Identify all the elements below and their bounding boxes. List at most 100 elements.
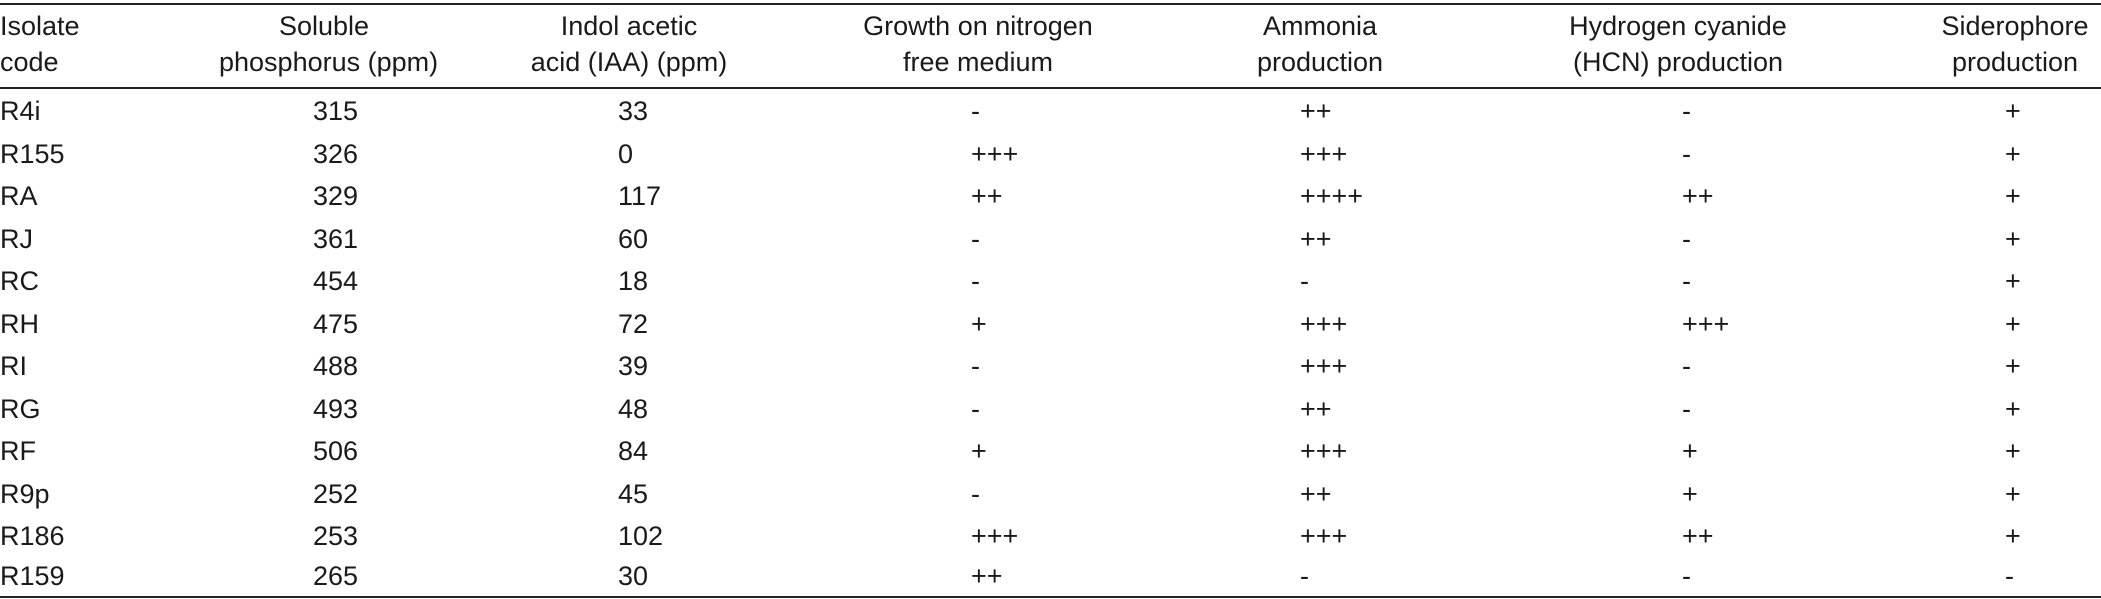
cell-isolate-code: RI [0, 351, 27, 381]
cell-soluble-phosphorus: 475 [313, 308, 359, 339]
cell-hcn-production: - [1682, 351, 1691, 381]
table-row: R155 326 0 +++ +++ - + [0, 133, 2101, 175]
cell-soluble-phosphorus: 329 [313, 181, 359, 211]
cell-ammonia-production: ++++ [1300, 181, 1364, 211]
cell-iaa: 117 [618, 181, 662, 211]
cell-iaa: 0 [618, 138, 634, 169]
table-row: RH 475 72 + +++ +++ + [0, 303, 2101, 345]
cell-hcn-production: - [1682, 393, 1691, 424]
table-row: RI 488 39 - +++ - + [0, 345, 2101, 387]
cell-hcn-production: + [1682, 436, 1698, 466]
cell-hcn-production: - [1682, 138, 1691, 169]
cell-iaa: 84 [618, 436, 649, 466]
cell-iaa: 33 [618, 96, 649, 126]
table-row: RA 329 117 ++ ++++ ++ + [0, 175, 2101, 217]
cell-growth-nitrogen-free: ++ [971, 561, 1003, 591]
cell-isolate-code: RC [0, 266, 39, 296]
cell-isolate-code: RJ [0, 223, 33, 254]
cell-growth-nitrogen-free: - [971, 223, 980, 254]
cell-isolate-code: RH [0, 308, 39, 339]
cell-siderophore-production: + [2005, 521, 2021, 551]
cell-hcn-production: +++ [1682, 308, 1730, 339]
cell-ammonia-production: ++ [1300, 96, 1332, 126]
cell-siderophore-production: + [2005, 308, 2021, 339]
table-header-rule [0, 87, 2101, 89]
cell-isolate-code: R9p [0, 478, 50, 509]
cell-siderophore-production: + [2005, 96, 2021, 126]
cell-growth-nitrogen-free: +++ [971, 521, 1019, 551]
cell-isolate-code: R186 [0, 521, 65, 551]
cell-soluble-phosphorus: 488 [313, 351, 359, 381]
cell-isolate-code: RG [0, 393, 41, 424]
table-row: R9p 252 45 - ++ + + [0, 473, 2101, 515]
cell-soluble-phosphorus: 506 [313, 436, 359, 466]
cell-isolate-code: R4i [0, 96, 41, 126]
table-row: R4i 315 33 - ++ - + [0, 90, 2101, 132]
cell-growth-nitrogen-free: - [971, 351, 980, 381]
cell-siderophore-production: + [2005, 436, 2021, 466]
table-bottom-rule [0, 596, 2101, 598]
header-isolate-code: Isolate code [0, 11, 80, 77]
table-row: R186 253 102 +++ +++ ++ + [0, 515, 2101, 557]
cell-ammonia-production: - [1300, 266, 1309, 296]
header-iaa: Indol acetic acid (IAA) (ppm) [530, 11, 728, 77]
cell-growth-nitrogen-free: - [971, 96, 980, 126]
cell-hcn-production: + [1682, 478, 1698, 509]
cell-growth-nitrogen-free: - [971, 393, 980, 424]
cell-iaa: 39 [618, 351, 649, 381]
cell-isolate-code: RA [0, 181, 38, 211]
cell-growth-nitrogen-free: + [971, 436, 987, 466]
cell-ammonia-production: +++ [1300, 308, 1348, 339]
cell-soluble-phosphorus: 454 [313, 266, 359, 296]
cell-hcn-production: - [1682, 561, 1691, 591]
cell-soluble-phosphorus: 252 [313, 478, 359, 509]
cell-isolate-code: R155 [0, 138, 65, 169]
cell-growth-nitrogen-free: +++ [971, 138, 1019, 169]
header-siderophore-production: Siderophore production [1941, 11, 2089, 77]
cell-isolate-code: RF [0, 436, 36, 466]
table-row: RJ 361 60 - ++ - + [0, 218, 2101, 260]
cell-soluble-phosphorus: 265 [313, 561, 359, 591]
cell-siderophore-production: + [2005, 351, 2021, 381]
cell-iaa: 30 [618, 561, 649, 591]
cell-ammonia-production: ++ [1300, 393, 1332, 424]
cell-soluble-phosphorus: 326 [313, 138, 359, 169]
cell-growth-nitrogen-free: - [971, 478, 980, 509]
cell-hcn-production: - [1682, 96, 1691, 126]
cell-iaa: 18 [618, 266, 649, 296]
table-row: RG 493 48 - ++ - + [0, 388, 2101, 430]
cell-ammonia-production: +++ [1300, 351, 1348, 381]
cell-iaa: 102 [618, 521, 664, 551]
cell-growth-nitrogen-free: + [971, 308, 987, 339]
cell-siderophore-production: + [2005, 266, 2021, 296]
table-top-rule [0, 3, 2101, 5]
cell-siderophore-production: + [2005, 223, 2021, 254]
cell-iaa: 45 [618, 478, 649, 509]
header-soluble-phosphorus: Soluble phosphorus (ppm) [219, 11, 439, 77]
cell-ammonia-production: +++ [1300, 436, 1348, 466]
cell-isolate-code: R159 [0, 561, 65, 591]
cell-ammonia-production: ++ [1300, 478, 1332, 509]
cell-hcn-production: - [1682, 223, 1691, 254]
cell-soluble-phosphorus: 493 [313, 393, 359, 424]
cell-soluble-phosphorus: 361 [313, 223, 359, 254]
cell-growth-nitrogen-free: - [971, 266, 980, 296]
header-hcn-production: Hydrogen cyanide (HCN) production [1569, 11, 1787, 77]
cell-growth-nitrogen-free: ++ [971, 181, 1003, 211]
table-row: R159 265 30 ++ - - - [0, 555, 2101, 597]
table-row: RF 506 84 + +++ + + [0, 430, 2101, 472]
cell-siderophore-production: + [2005, 393, 2021, 424]
header-growth-nitrogen-free: Growth on nitrogen free medium [863, 11, 1093, 77]
cell-ammonia-production: +++ [1300, 521, 1348, 551]
cell-hcn-production: ++ [1682, 521, 1714, 551]
cell-siderophore-production: + [2005, 478, 2021, 509]
cell-iaa: 60 [618, 223, 649, 254]
cell-hcn-production: ++ [1682, 181, 1714, 211]
cell-iaa: 72 [618, 308, 649, 339]
cell-soluble-phosphorus: 253 [313, 521, 359, 551]
header-ammonia-production: Ammonia production [1256, 11, 1384, 77]
cell-iaa: 48 [618, 393, 649, 424]
cell-ammonia-production: - [1300, 561, 1309, 591]
cell-ammonia-production: ++ [1300, 223, 1332, 254]
